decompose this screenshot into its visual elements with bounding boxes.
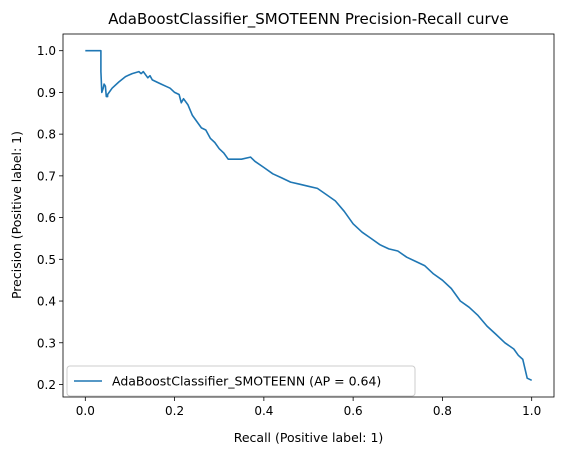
legend-label: AdaBoostClassifier_SMOTEENN (AP = 0.64) (112, 374, 381, 389)
x-tick-label: 0.2 (165, 404, 184, 418)
y-tick-label: 0.8 (37, 128, 56, 142)
x-tick-label: 0.0 (76, 404, 95, 418)
x-tick-label: 0.8 (433, 404, 452, 418)
x-tick-label: 0.6 (344, 404, 363, 418)
x-tick-label: 1.0 (522, 404, 541, 418)
precision-recall-curve (85, 49, 533, 382)
y-tick-label: 0.6 (37, 211, 56, 225)
x-axis-ticks: 0.0 0.2 0.4 0.6 0.8 1.0 (76, 397, 541, 418)
legend: AdaBoostClassifier_SMOTEENN (AP = 0.64) (66, 365, 416, 397)
y-tick-label: 0.4 (37, 295, 56, 309)
y-tick-label: 0.3 (37, 336, 56, 350)
plot-frame (62, 33, 555, 398)
legend-box (66, 365, 416, 397)
y-axis-label: Precision (Positive label: 1) (9, 131, 24, 299)
chart-title: AdaBoostClassifier_SMOTEENN Precision-Re… (108, 10, 509, 29)
y-tick-label: 0.9 (37, 86, 56, 100)
y-axis-ticks: 0.2 0.3 0.4 0.5 0.6 0.7 0.8 0.9 1.0 (37, 44, 63, 392)
y-tick-label: 0.2 (37, 378, 56, 392)
x-axis-label: Recall (Positive label: 1) (234, 430, 384, 445)
plot-area: 0.0 0.2 0.4 0.6 0.8 1.0 0.2 0.3 0.4 0.5 0.6 0.7 0.8… (37, 33, 555, 418)
y-tick-label: 0.7 (37, 169, 56, 183)
x-tick-label: 0.4 (254, 404, 273, 418)
y-tick-label: 1.0 (37, 44, 56, 58)
y-tick-label: 0.5 (37, 253, 56, 267)
